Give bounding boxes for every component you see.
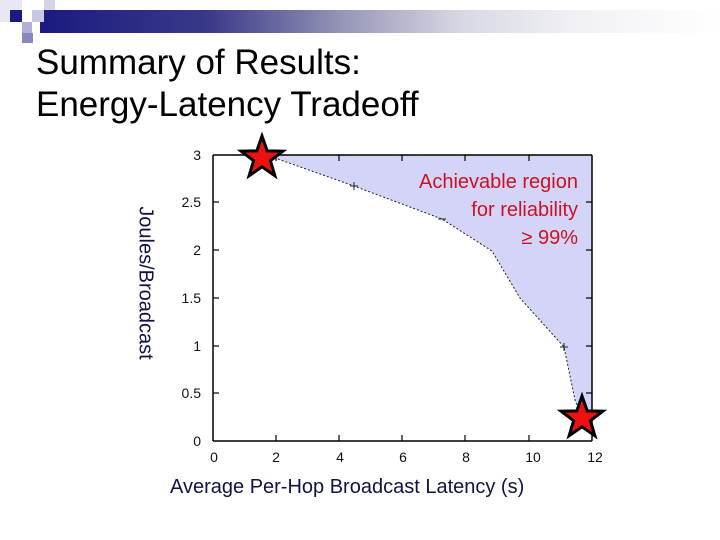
svg-text:3: 3	[193, 147, 201, 163]
svg-text:1.5: 1.5	[182, 290, 202, 306]
svg-text:10: 10	[525, 449, 541, 465]
svg-text:2: 2	[193, 242, 201, 258]
svg-text:6: 6	[399, 449, 407, 465]
svg-text:12: 12	[587, 449, 603, 465]
curve-markers	[350, 182, 568, 351]
x-axis-label: Average Per-Hop Broadcast Latency (s)	[170, 476, 525, 498]
header-gradient-bar	[40, 10, 720, 33]
decor-square-light-2	[32, 10, 44, 22]
svg-text:2.5: 2.5	[182, 194, 202, 210]
decor-square-mid	[22, 22, 32, 33]
title-line-2: Energy-Latency Tradeoff	[36, 85, 419, 124]
decor-square-light-3	[44, 0, 55, 10]
svg-text:8: 8	[462, 449, 470, 465]
title-line-1: Summary of Results:	[36, 43, 361, 82]
svg-text:2: 2	[272, 449, 280, 465]
annotation-line-2: for reliability	[471, 199, 578, 221]
svg-text:0: 0	[210, 449, 218, 465]
star-icon-min-latency	[236, 131, 288, 180]
svg-text:1: 1	[193, 338, 201, 354]
y-tick-labels: 0 0.5 1 1.5 2 2.5 3	[182, 147, 202, 449]
svg-text:4: 4	[336, 449, 344, 465]
achievable-region	[262, 155, 592, 417]
annotation-line-3: ≥ 99%	[521, 227, 578, 249]
region-annotation: Achievable region for reliability ≥ 99%	[419, 168, 578, 252]
decor-square-mid-2	[22, 33, 33, 43]
annotation-line-1: Achievable region	[419, 171, 578, 193]
svg-text:0: 0	[193, 433, 201, 449]
star-icon-min-energy	[556, 391, 608, 440]
y-ticks	[213, 201, 592, 394]
svg-text:0.5: 0.5	[182, 385, 202, 401]
y-axis-label: Joules/Broadcast	[134, 206, 157, 360]
slide-title: Summary of Results: Energy-Latency Trade…	[36, 42, 419, 126]
boundary-curve	[261, 156, 583, 418]
decor-square-dark	[10, 10, 22, 22]
x-tick-labels: 0 2 4 6 8 10 12	[210, 449, 603, 465]
